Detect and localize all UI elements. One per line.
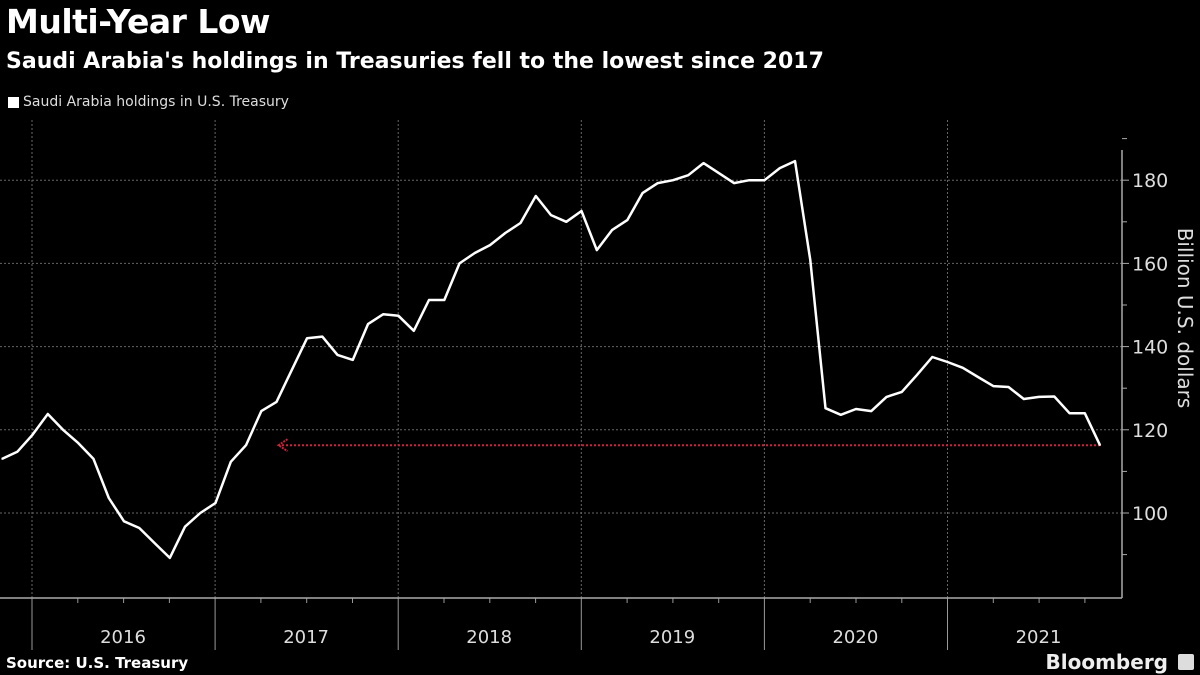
data-point — [397, 315, 400, 317]
data-point — [168, 557, 171, 559]
y-tick-label: 180 — [1132, 170, 1168, 192]
data-point — [1038, 396, 1040, 398]
data-point — [443, 299, 446, 301]
data-point — [351, 359, 354, 361]
data-point — [1099, 444, 1101, 446]
data-point — [199, 512, 202, 514]
data-point — [77, 442, 80, 444]
data-point — [626, 219, 629, 221]
data-point — [748, 179, 751, 181]
data-point — [184, 525, 186, 528]
data-point — [1022, 398, 1025, 400]
data-point — [306, 337, 308, 340]
data-point — [656, 182, 659, 184]
data-point — [489, 244, 491, 246]
data-point — [214, 502, 217, 504]
x-tick-label: 2016 — [100, 627, 146, 648]
data-point — [580, 210, 583, 212]
x-tick-label: 2020 — [832, 627, 878, 648]
x-tick-label: 2019 — [649, 627, 695, 648]
data-point — [977, 376, 979, 378]
data-point — [31, 433, 34, 436]
data-point — [961, 367, 964, 369]
x-tick-label: 2018 — [466, 627, 512, 648]
bloomberg-logo: Bloomberg — [1045, 650, 1168, 674]
data-point — [687, 174, 690, 177]
legend-swatch — [8, 96, 19, 108]
y-tick-label: 100 — [1132, 503, 1168, 525]
data-point — [1007, 386, 1010, 388]
data-point — [946, 361, 949, 363]
chart-subtitle: Saudi Arabia's holdings in Treasuries fe… — [6, 49, 824, 74]
data-point — [412, 329, 415, 332]
data-point — [153, 542, 156, 544]
arrow-head-icon — [276, 438, 289, 453]
data-point — [794, 160, 796, 162]
data-point — [870, 410, 873, 412]
legend: Saudi Arabia holdings in U.S. Treasury — [8, 94, 289, 110]
data-point — [717, 172, 720, 174]
data-point — [855, 408, 857, 410]
data-point — [123, 520, 125, 523]
data-point — [92, 458, 95, 460]
legend-label: Saudi Arabia holdings in U.S. Treasury — [23, 94, 289, 110]
data-point — [733, 182, 735, 184]
data-point — [885, 396, 888, 398]
data-point — [1, 458, 3, 460]
data-point — [565, 221, 568, 223]
data-point — [107, 497, 110, 499]
data-point — [931, 356, 934, 358]
data-point — [473, 252, 476, 254]
data-point — [1083, 412, 1086, 414]
data-point — [611, 229, 613, 231]
data-point — [46, 413, 49, 415]
data-point — [245, 444, 247, 446]
data-point — [1068, 412, 1071, 414]
data-point — [504, 232, 507, 234]
x-tick-label: 2021 — [1016, 627, 1062, 648]
data-point — [916, 374, 918, 376]
data-point — [367, 323, 369, 325]
data-point — [138, 527, 141, 529]
data-point — [16, 451, 19, 453]
series-line — [1, 159, 1102, 560]
data-point — [519, 222, 522, 224]
data-point — [336, 354, 339, 356]
data-point — [778, 167, 781, 169]
data-point — [62, 429, 64, 431]
data-point — [458, 262, 461, 265]
bloomberg-chart-icon — [1178, 654, 1194, 670]
data-point — [839, 414, 842, 416]
y-axis-label: Billion U.S. dollars — [1173, 228, 1197, 409]
data-point — [992, 385, 995, 387]
y-tick-label: 120 — [1132, 420, 1168, 442]
y-tick-label: 160 — [1132, 253, 1168, 275]
y-tick-label: 140 — [1132, 337, 1168, 359]
data-point — [1053, 395, 1056, 398]
data-point — [260, 410, 263, 412]
data-point — [534, 195, 537, 197]
data-point — [382, 313, 385, 315]
chart-title: Multi-Year Low — [6, 2, 271, 41]
source-note: Source: U.S. Treasury — [6, 654, 189, 672]
data-point — [550, 214, 552, 216]
data-point — [702, 162, 705, 164]
data-point — [809, 259, 812, 261]
data-point — [595, 249, 598, 251]
data-point — [763, 179, 766, 181]
data-point — [321, 335, 324, 338]
data-point — [824, 407, 827, 409]
data-point — [672, 179, 674, 181]
data-point — [641, 192, 644, 194]
data-point — [428, 299, 430, 301]
x-tick-label: 2017 — [283, 627, 329, 648]
data-point — [275, 401, 278, 403]
data-point — [229, 461, 232, 463]
data-point — [900, 391, 903, 393]
data-point — [290, 369, 293, 371]
